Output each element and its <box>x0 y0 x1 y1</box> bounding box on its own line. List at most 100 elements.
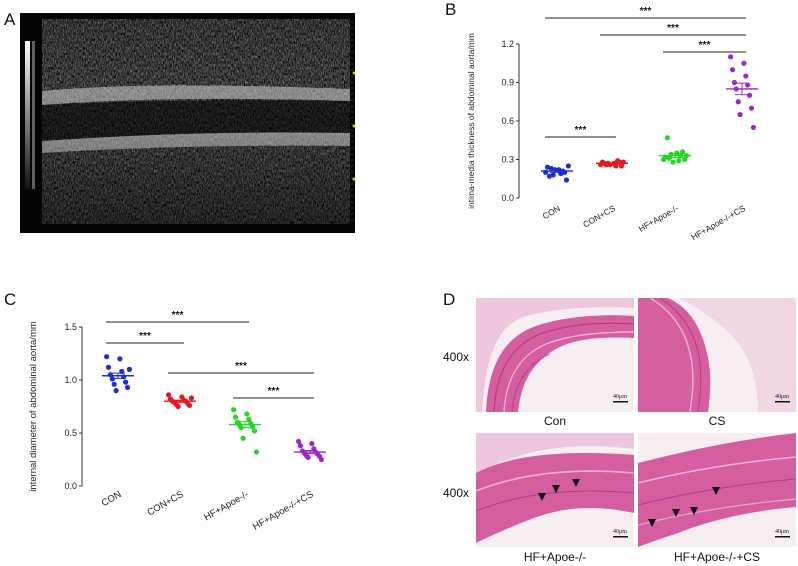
chart-c-point <box>185 400 191 406</box>
ultrasound-image <box>20 13 355 233</box>
panel-label-c: C <box>4 290 17 309</box>
chart-b-point <box>745 82 751 88</box>
chart-c-point <box>234 419 240 425</box>
scale-bar-hf: 40μm <box>613 529 627 535</box>
chart-b-point <box>748 105 755 111</box>
panel-label-d: D <box>443 290 456 309</box>
magnification-label-bottom: 400x <box>443 486 470 500</box>
chart-c-point <box>309 441 315 447</box>
chart-b-point <box>552 167 558 173</box>
histology-image-hf: 40μm <box>476 433 634 547</box>
chart-b-point <box>603 162 609 168</box>
chart-b-point <box>613 163 619 169</box>
chart-c-significance-label: *** <box>172 310 184 321</box>
chart-c-point <box>166 392 172 398</box>
chart-c-point <box>126 366 132 372</box>
histology-image-hf-cs: 40μm <box>638 433 796 547</box>
chart-c-x-tick-label: CON+CS <box>145 489 185 518</box>
chart-c-significance-label: *** <box>268 386 280 397</box>
chart-b-point <box>546 173 553 179</box>
chart-c-point <box>117 356 123 362</box>
chart-c-point <box>105 364 112 370</box>
chart-c-point <box>305 454 311 460</box>
chart-b-point <box>678 153 684 159</box>
chart-c-point <box>244 411 250 417</box>
chart-b-point <box>607 162 613 168</box>
chart-b-point <box>599 159 606 165</box>
chart-b-point <box>674 150 680 156</box>
chart-c-point <box>315 451 321 457</box>
chart-b-point <box>664 135 671 141</box>
scale-bar-hf-cs: 40μm <box>775 529 789 535</box>
chart-c-y-tick-label: 1.5 <box>64 322 77 332</box>
chart-b-point <box>543 169 549 175</box>
chart-c-point <box>111 381 117 387</box>
chart-c-point <box>171 399 177 405</box>
chart-b-point <box>615 158 621 164</box>
histology-image-cs: 40μm <box>638 298 796 412</box>
chart-b-point <box>735 99 741 105</box>
chart-c-x-tick-label: HF+Apoe-/-+CS <box>251 489 315 533</box>
chart-c-point <box>183 398 189 404</box>
chart-b-point <box>558 171 564 177</box>
chart-c-x-tick-label: CON <box>100 489 124 509</box>
chart-b-significance-label: *** <box>667 23 679 34</box>
chart-b-point <box>601 160 608 166</box>
chart-c-x-tick-label: HF+Apoe-/- <box>202 489 250 523</box>
chart-c-point <box>119 368 125 375</box>
chart-b-point <box>750 124 757 131</box>
chart-b-point <box>747 92 753 98</box>
chart-c-point <box>181 397 187 403</box>
chart-c-point <box>121 374 127 380</box>
chart-b-point <box>728 54 734 60</box>
chart-c-point <box>296 438 302 445</box>
chart-c-point <box>301 450 307 456</box>
histology-caption-hf-cs: HF+Apoe-/-+CS <box>673 550 761 564</box>
chart-c-significance-label: *** <box>235 361 247 372</box>
chart-b-point <box>661 156 667 163</box>
chart-c-point <box>253 449 259 455</box>
chart-c-point <box>167 396 174 402</box>
chart-b-point <box>550 172 556 178</box>
chart-b-point <box>618 163 625 169</box>
histology-caption-con: Con <box>543 414 566 428</box>
chart-b-point <box>737 111 743 118</box>
chart-c-point <box>236 421 242 428</box>
chart-b-significance-label: *** <box>640 6 652 17</box>
chart-b-point <box>681 156 688 163</box>
chart-b-point <box>683 153 690 159</box>
chart-c-point <box>311 446 317 452</box>
chart-c-point <box>188 395 194 401</box>
chart-c-point <box>297 443 304 449</box>
chart-b-y-tick-label: 1.2 <box>501 39 514 49</box>
chart-c-point <box>316 453 323 459</box>
chart-c-point <box>318 456 324 463</box>
chart-c-point <box>238 425 244 431</box>
chart-c-y-tick-label: 0.5 <box>64 428 77 438</box>
chart-c-point <box>231 407 237 413</box>
chart-b-point <box>676 158 682 164</box>
chart-c-point <box>240 435 246 441</box>
chart-b-point <box>670 159 676 165</box>
chart-c-point <box>179 394 185 400</box>
chart-c-point <box>175 403 181 410</box>
chart-c-y-axis-label: internal diameter of abdominal aorta/mm <box>28 321 39 492</box>
chart-b-point <box>598 162 604 168</box>
histology-caption-hf: HF+Apoe-/- <box>523 550 587 564</box>
chart-c-point <box>104 354 110 360</box>
chart-c-point <box>251 428 258 434</box>
chart-b-point <box>617 159 623 165</box>
chart-c-point <box>173 401 179 407</box>
chart-b-point <box>611 160 617 166</box>
histology-caption-cs: CS <box>708 414 726 428</box>
chart-c-point <box>232 414 239 420</box>
chart-b-point <box>666 155 672 161</box>
chart-b-y-tick-label: 0.3 <box>501 155 514 165</box>
chart-c-point <box>123 379 129 385</box>
magnification-label-top: 400x <box>443 350 470 364</box>
chart-c-y-tick-label: 1.0 <box>64 375 77 385</box>
chart-b-point <box>544 164 551 170</box>
chart-c-point <box>313 449 319 455</box>
chart-b-point <box>560 168 566 174</box>
chart-c-point <box>303 452 309 458</box>
